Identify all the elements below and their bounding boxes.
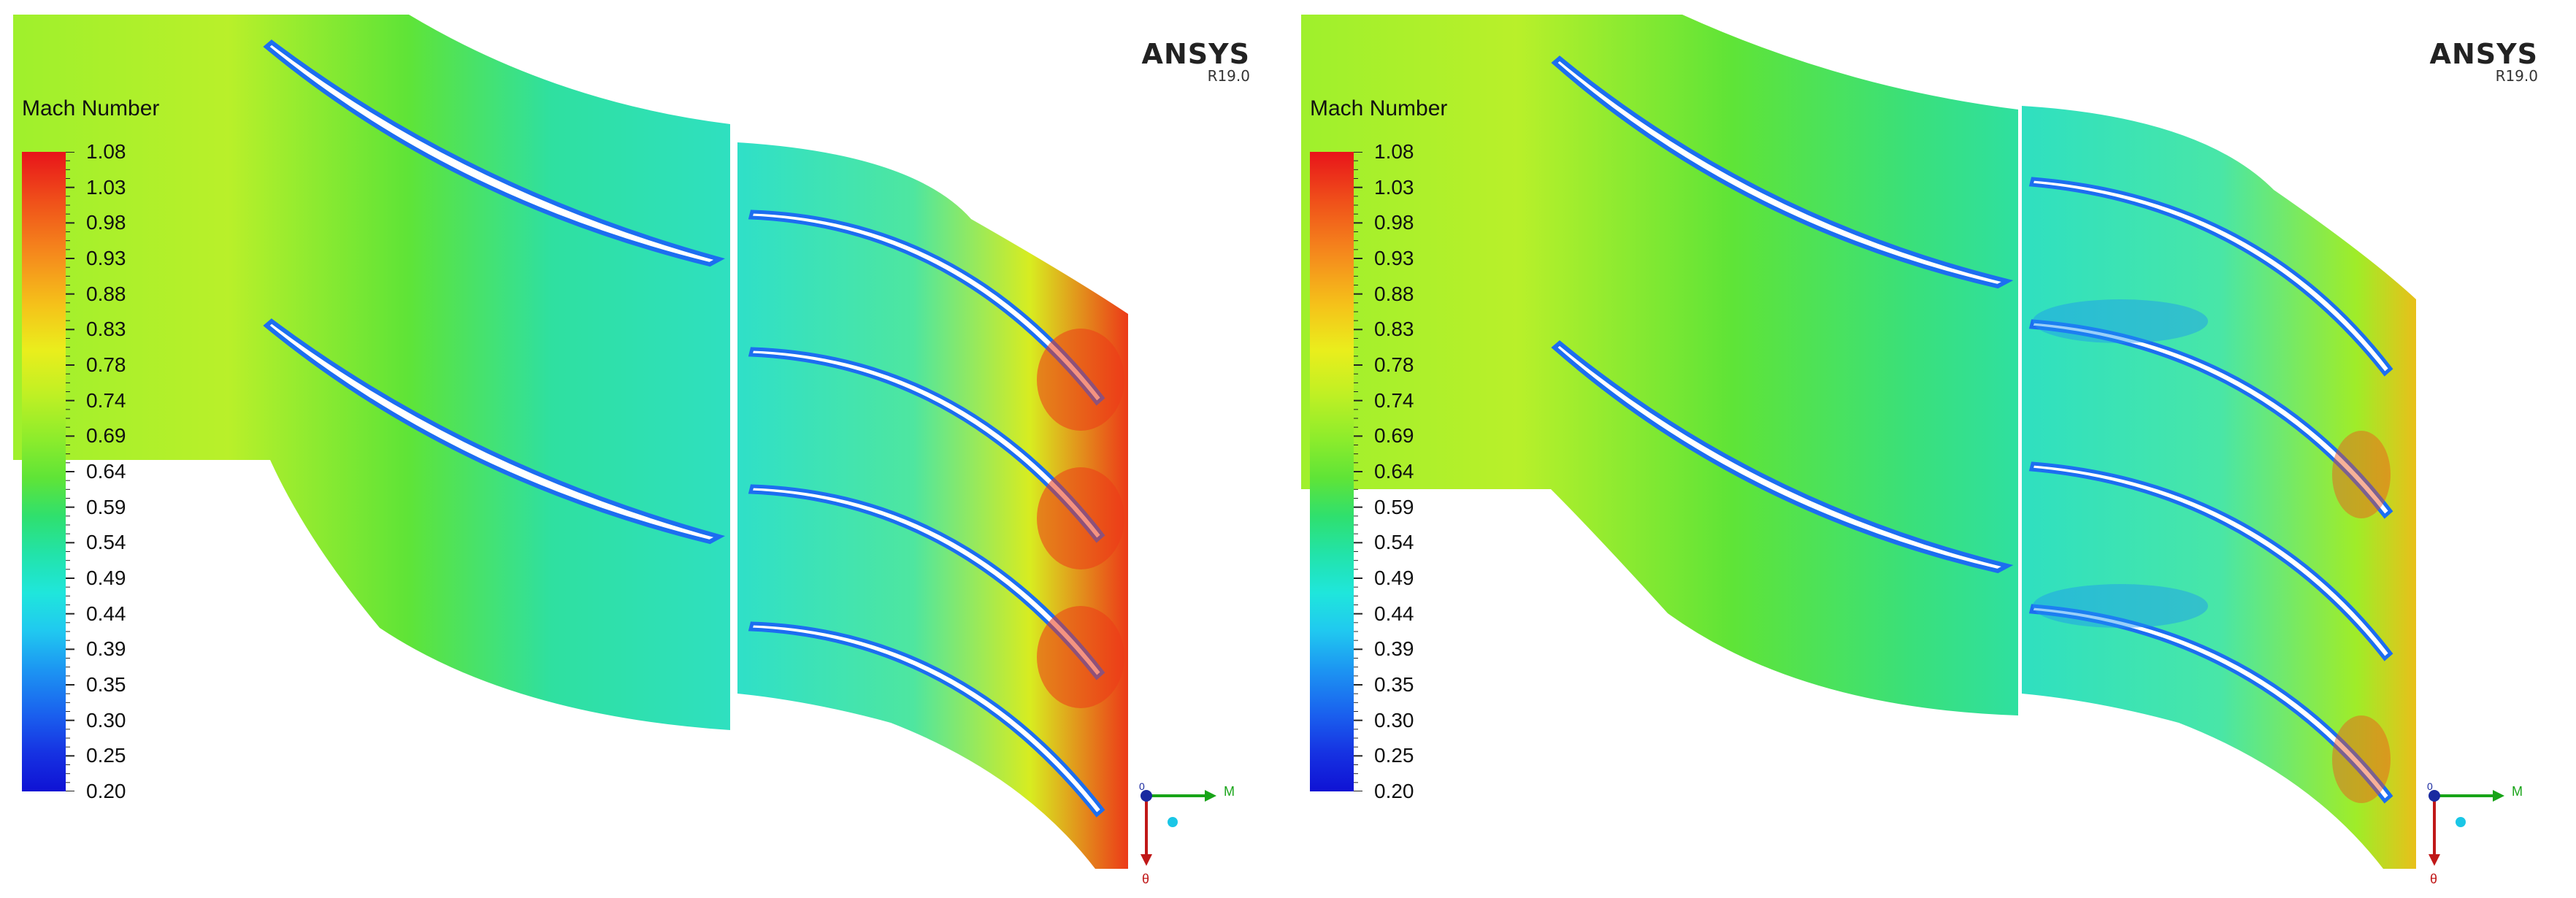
colorbar: [22, 152, 66, 791]
colorbar-ticks: [66, 152, 74, 791]
axis-label-theta: θ: [1142, 872, 1149, 886]
stator-blade: [1551, 340, 2014, 574]
colorbar-tick-label: 1.08: [86, 140, 126, 163]
legend-title: Mach Number: [1310, 96, 1448, 120]
colorbar-labels: 1.08 1.03 0.98 0.93 0.88 0.83 0.78 0.74 0.69 0.64…: [86, 140, 174, 802]
brand-version: R19.0: [2495, 67, 2538, 85]
colorbar-tick-label: 0.25: [1374, 744, 1414, 767]
ansys-logo: ANSYS R19.0: [1142, 38, 1250, 85]
colorbar-tick-label: 0.35: [1374, 673, 1414, 696]
colorbar-tick-label: 0.20: [1374, 780, 1414, 802]
colorbar-tick-label: 0.98: [86, 211, 126, 234]
colorbar-tick-label: 0.39: [86, 637, 126, 661]
colorbar-tick-label: 1.03: [1374, 175, 1414, 199]
ansys-logo: ANSYS R19.0: [2430, 38, 2538, 85]
colorbar-tick-label: 0.78: [86, 353, 126, 376]
colorbar-tick-label: 0.83: [1374, 318, 1414, 341]
colorbar-tick-label: 1.08: [1374, 140, 1414, 163]
colorbar-tick-label: 0.69: [1374, 424, 1414, 448]
rotor-blade: [2028, 319, 2393, 519]
axis-label-zero: 0: [1139, 780, 1145, 792]
axis-label-m: M: [1224, 784, 1235, 799]
rotor-blade: [748, 621, 1105, 818]
colorbar-tick-label: 0.88: [1374, 282, 1414, 305]
stator-blade: [1551, 55, 2014, 289]
axis-triad: M θ 0: [1139, 780, 1235, 886]
stator-domain: [13, 15, 730, 730]
colorbar-tick-label: 0.74: [86, 388, 126, 412]
colorbar-tick-label: 0.54: [86, 531, 126, 554]
colorbar-tick-label: 0.69: [86, 424, 126, 448]
colorbar-tick-label: 0.98: [1374, 211, 1414, 234]
colorbar-tick-label: 0.54: [1374, 531, 1414, 554]
axis-label-m: M: [2512, 784, 2523, 799]
colorbar-tick-label: 0.83: [86, 318, 126, 341]
left-panel: Mach Number 1.08 1.03 0.98 0.93 0.88 0.83 0.78…: [13, 15, 1250, 886]
colorbar-tick-label: 0.20: [86, 780, 126, 802]
colorbar-tick-label: 0.93: [86, 247, 126, 269]
colorbar-ticks: [1354, 152, 1362, 791]
colorbar-tick-label: 0.35: [86, 673, 126, 696]
legend-title: Mach Number: [22, 96, 160, 120]
right-panel: Mach Number 1.08 1.03 0.98 0.93 0.88 0.83 0.78…: [1288, 0, 2576, 898]
rotor-blade: [2028, 177, 2393, 377]
brand-name: ANSYS: [2429, 38, 2538, 70]
stator-domain: [1301, 15, 2018, 715]
mach-contour-plot-right: [1301, 15, 2416, 869]
stator-blade: [263, 318, 726, 545]
colorbar-tick-label: 1.03: [86, 175, 126, 199]
colorbar-tick-label: 0.78: [1374, 353, 1414, 376]
axis-triad: M θ 0: [2427, 780, 2523, 886]
rotor-blade: [2028, 604, 2393, 804]
colorbar-tick-label: 0.59: [86, 495, 126, 518]
colorbar-tick-label: 0.49: [1374, 567, 1414, 589]
stator-blade: [263, 39, 726, 267]
colorbar-tick-label: 0.44: [1374, 602, 1414, 625]
colorbar: [1310, 152, 1354, 791]
axis-label-zero: 0: [2427, 780, 2433, 792]
colorbar-tick-label: 0.93: [1374, 247, 1414, 269]
axis-label-theta: θ: [2430, 872, 2437, 886]
colorbar-tick-label: 0.64: [1374, 460, 1414, 483]
mach-contour-plot-left: [13, 15, 1128, 869]
colorbar-tick-label: 0.64: [86, 460, 126, 483]
colorbar-tick-label: 0.74: [1374, 388, 1414, 412]
colorbar-labels: 1.08 1.03 0.98 0.93 0.88 0.83 0.78 0.74 0.69 0.64…: [1374, 140, 1462, 802]
colorbar-tick-label: 0.88: [86, 282, 126, 305]
rotor-blade: [2028, 461, 2393, 661]
brand-version: R19.0: [1207, 67, 1250, 85]
colorbar-tick-label: 0.30: [86, 708, 126, 732]
brand-name: ANSYS: [1141, 38, 1250, 70]
colorbar-tick-label: 0.25: [86, 744, 126, 767]
colorbar-tick-label: 0.59: [1374, 495, 1414, 518]
colorbar-tick-label: 0.49: [86, 567, 126, 589]
colorbar-tick-label: 0.30: [1374, 708, 1414, 732]
colorbar-tick-label: 0.44: [86, 602, 126, 625]
colorbar-tick-label: 0.39: [1374, 637, 1414, 661]
